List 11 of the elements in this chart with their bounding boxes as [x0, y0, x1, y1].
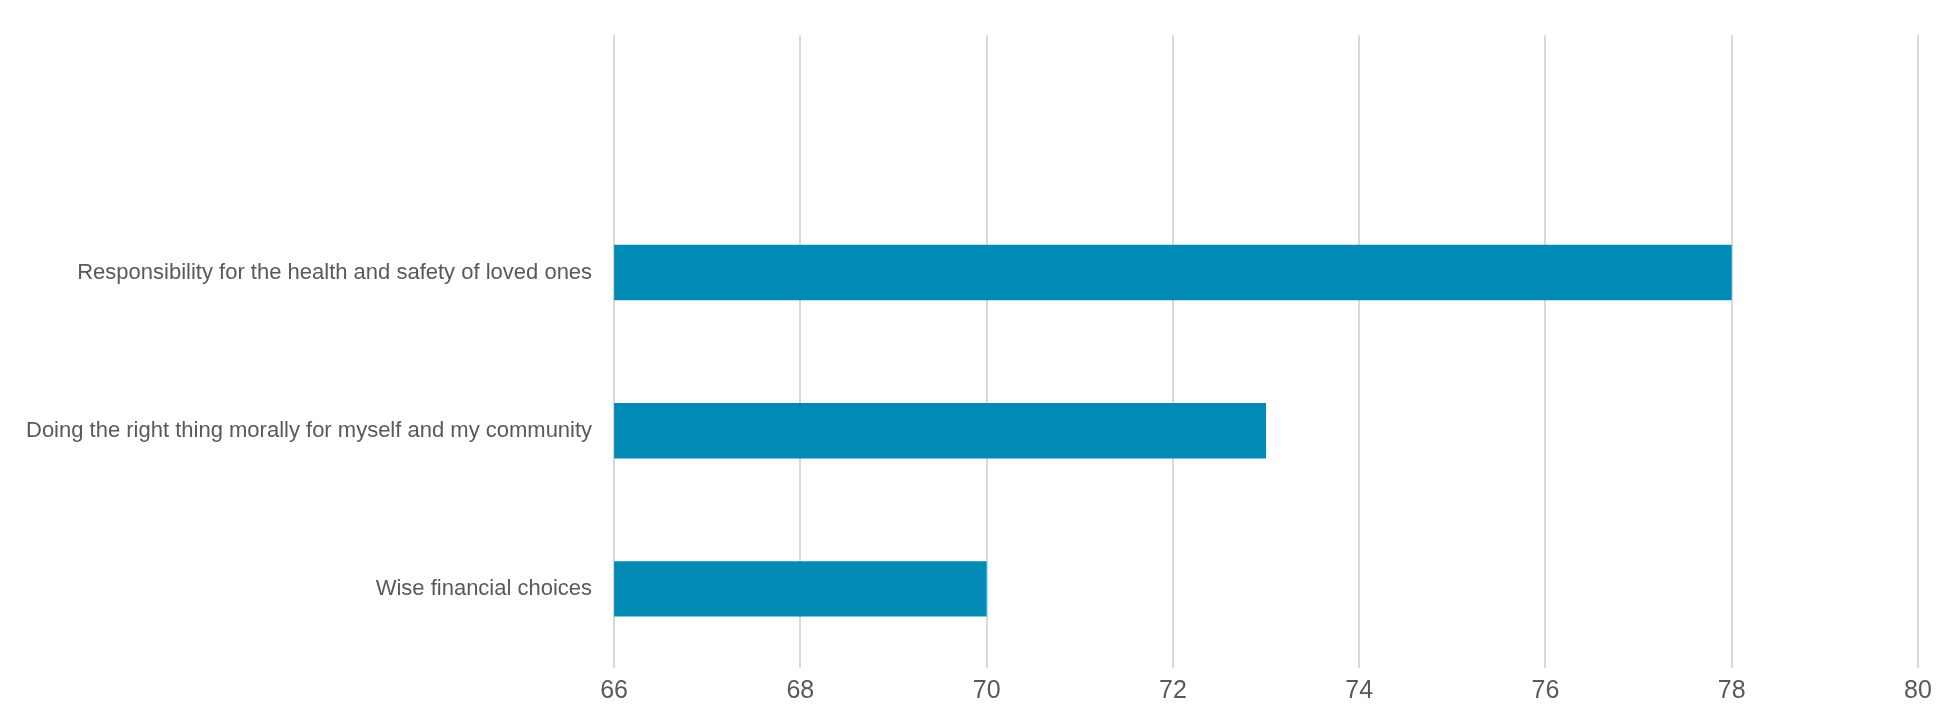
- x-tick-label: 74: [1345, 674, 1374, 703]
- y-tick-label: Doing the right thing morally for myself and my community: [25, 416, 593, 442]
- y-tick-label: Responsibility for the health and safety of loved ones: [77, 258, 593, 284]
- x-tick-label: 72: [1159, 674, 1187, 703]
- y-tick-label: Wise financial choices: [375, 574, 593, 600]
- x-tick-label: 76: [1531, 674, 1560, 703]
- x-tick-label: 78: [1717, 674, 1746, 703]
- x-tick-label: 70: [972, 674, 1001, 703]
- x-tick-label: 68: [786, 674, 815, 703]
- x-tick-label: 66: [600, 674, 629, 703]
- x-tick-label: 80: [1904, 674, 1932, 703]
